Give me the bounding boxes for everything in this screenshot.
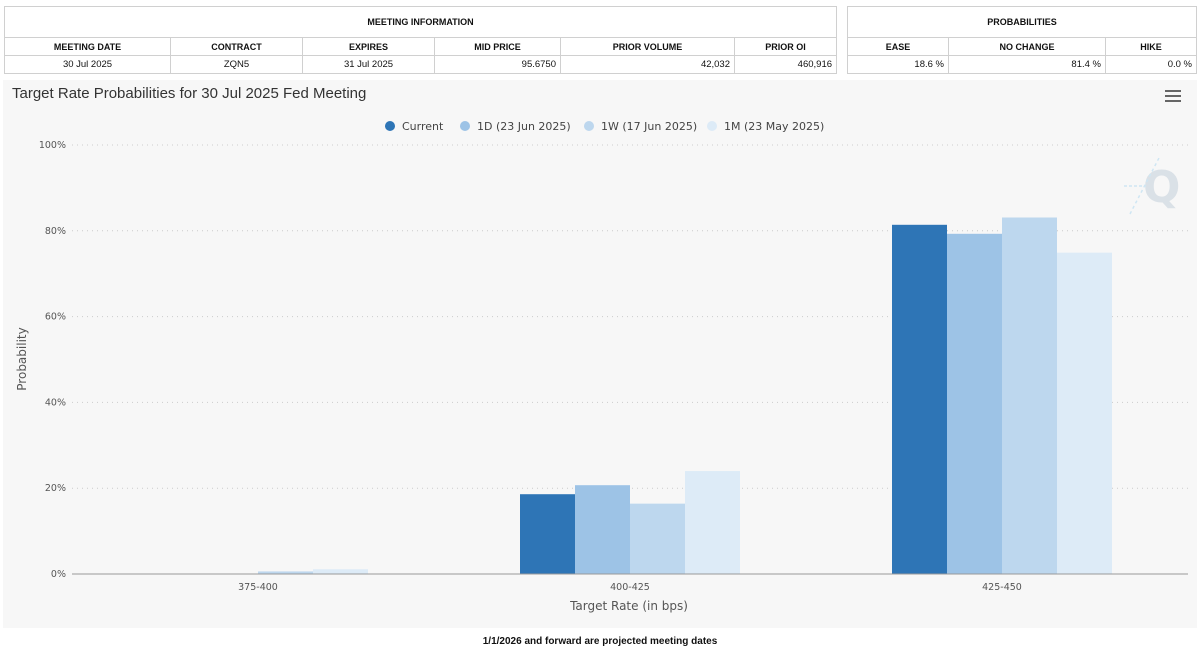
bars <box>258 217 1112 575</box>
y-axis-title: Probability <box>15 327 29 390</box>
bar-d1-400-425[interactable] <box>575 485 630 574</box>
probabilities-title: PROBABILITIES <box>847 6 1197 38</box>
meeting-date-value: 30 Jul 2025 <box>4 55 171 74</box>
svg-text:Q: Q <box>1143 162 1180 213</box>
legend-marker-m1 <box>707 121 717 131</box>
bar-m1-375-400[interactable] <box>313 569 368 574</box>
bar-current-400-425[interactable] <box>520 494 575 574</box>
legend-item-d1[interactable]: 1D (23 Jun 2025) <box>477 120 571 133</box>
watermark-logo: Q <box>1124 155 1180 215</box>
y-tick-label: 40% <box>45 397 66 408</box>
y-tick-label: 20% <box>45 483 66 494</box>
bar-w1-400-425[interactable] <box>630 503 685 574</box>
y-tick-label: 60% <box>45 312 66 323</box>
y-tick-label: 100% <box>39 140 66 151</box>
meeting-info-table: MEETING INFORMATION MEETING DATE CONTRAC… <box>3 6 838 74</box>
chart-title: Target Rate Probabilities for 30 Jul 202… <box>12 85 367 102</box>
legend-item-m1[interactable]: 1M (23 May 2025) <box>724 120 824 133</box>
bar-d1-425-450[interactable] <box>947 233 1002 575</box>
bar-m1-425-450[interactable] <box>1057 252 1112 574</box>
y-tick-label: 0% <box>51 569 66 580</box>
legend-marker-d1 <box>460 121 470 131</box>
legend-item-w1[interactable]: 1W (17 Jun 2025) <box>601 120 697 133</box>
prior-oi-value: 460,916 <box>733 55 838 74</box>
footer-note: 1/1/2026 and forward are projected meeti… <box>482 636 718 647</box>
x-tick-label: 375-400 <box>238 582 278 593</box>
hamburger-menu-icon[interactable] <box>1165 90 1181 102</box>
x-tick-label: 400-425 <box>610 582 650 593</box>
y-axis-labels: 0% 20% 40% 60% 80% 100% <box>39 140 66 580</box>
probabilities-table: PROBABILITIES EASE NO CHANGE HIKE 18.6 %… <box>847 6 1197 74</box>
prior-volume-value: 42,032 <box>560 55 735 74</box>
bar-w1-375-400[interactable] <box>258 571 313 574</box>
hike-value: 0.0 % <box>1105 55 1197 74</box>
bar-w1-425-450[interactable] <box>1002 217 1057 574</box>
legend[interactable]: Current 1D (23 Jun 2025) 1W (17 Jun 2025) 1… <box>385 120 824 133</box>
x-axis-title: Target Rate (in bps) <box>569 599 688 613</box>
x-tick-label: 425-450 <box>982 582 1022 593</box>
legend-item-current[interactable]: Current <box>402 120 444 133</box>
meeting-info-title: MEETING INFORMATION <box>3 6 838 38</box>
x-axis-labels: 375-400 400-425 425-450 <box>238 582 1022 593</box>
contract-value: ZQN5 <box>170 55 303 74</box>
legend-marker-w1 <box>584 121 594 131</box>
ease-value: 18.6 % <box>847 55 949 74</box>
y-tick-label: 80% <box>45 226 66 237</box>
bar-current-425-450[interactable] <box>892 224 947 574</box>
mid-price-value: 95.6750 <box>434 55 561 74</box>
bar-m1-400-425[interactable] <box>685 471 740 574</box>
legend-marker-current <box>385 121 395 131</box>
